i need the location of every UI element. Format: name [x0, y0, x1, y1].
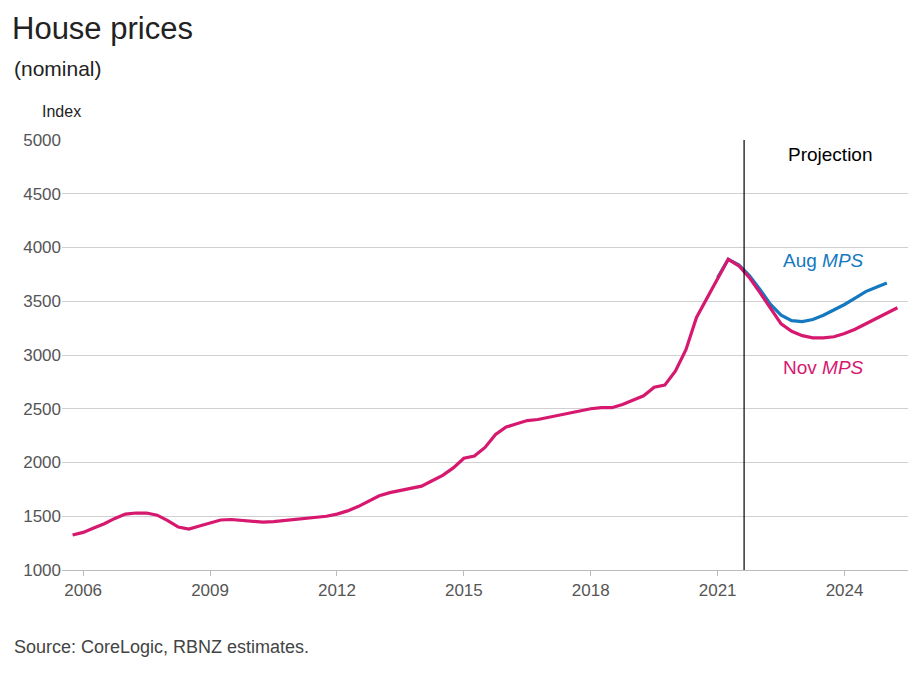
svg-text:Aug MPS: Aug MPS: [783, 250, 864, 271]
svg-text:2015: 2015: [445, 581, 483, 600]
svg-text:2006: 2006: [64, 581, 102, 600]
svg-text:Index: Index: [42, 103, 81, 120]
svg-text:(nominal): (nominal): [14, 57, 102, 80]
svg-text:3500: 3500: [23, 292, 61, 311]
svg-text:Source: CoreLogic, RBNZ estima: Source: CoreLogic, RBNZ estimates.: [14, 637, 309, 657]
svg-text:4500: 4500: [23, 185, 61, 204]
svg-text:Nov MPS: Nov MPS: [783, 357, 864, 378]
svg-text:Projection: Projection: [788, 144, 873, 165]
svg-text:2021: 2021: [699, 581, 737, 600]
svg-text:2500: 2500: [23, 400, 61, 419]
svg-text:1500: 1500: [23, 507, 61, 526]
svg-text:1000: 1000: [23, 561, 61, 580]
svg-text:2012: 2012: [318, 581, 356, 600]
svg-text:4000: 4000: [23, 238, 61, 257]
svg-text:2009: 2009: [191, 581, 229, 600]
svg-text:House prices: House prices: [12, 11, 193, 46]
svg-text:2018: 2018: [572, 581, 610, 600]
svg-text:5000: 5000: [23, 131, 61, 150]
svg-text:2024: 2024: [826, 581, 864, 600]
svg-text:2000: 2000: [23, 453, 61, 472]
svg-text:3000: 3000: [23, 346, 61, 365]
